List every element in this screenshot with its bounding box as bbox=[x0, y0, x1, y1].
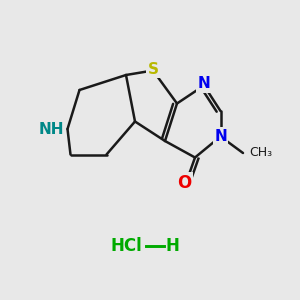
Text: H: H bbox=[166, 237, 179, 255]
Text: O: O bbox=[177, 174, 192, 192]
Text: N: N bbox=[214, 129, 227, 144]
Text: HCl: HCl bbox=[110, 237, 142, 255]
Text: NH: NH bbox=[39, 122, 64, 136]
Text: CH₃: CH₃ bbox=[249, 146, 272, 160]
Text: N: N bbox=[198, 76, 210, 92]
Text: S: S bbox=[148, 61, 158, 76]
